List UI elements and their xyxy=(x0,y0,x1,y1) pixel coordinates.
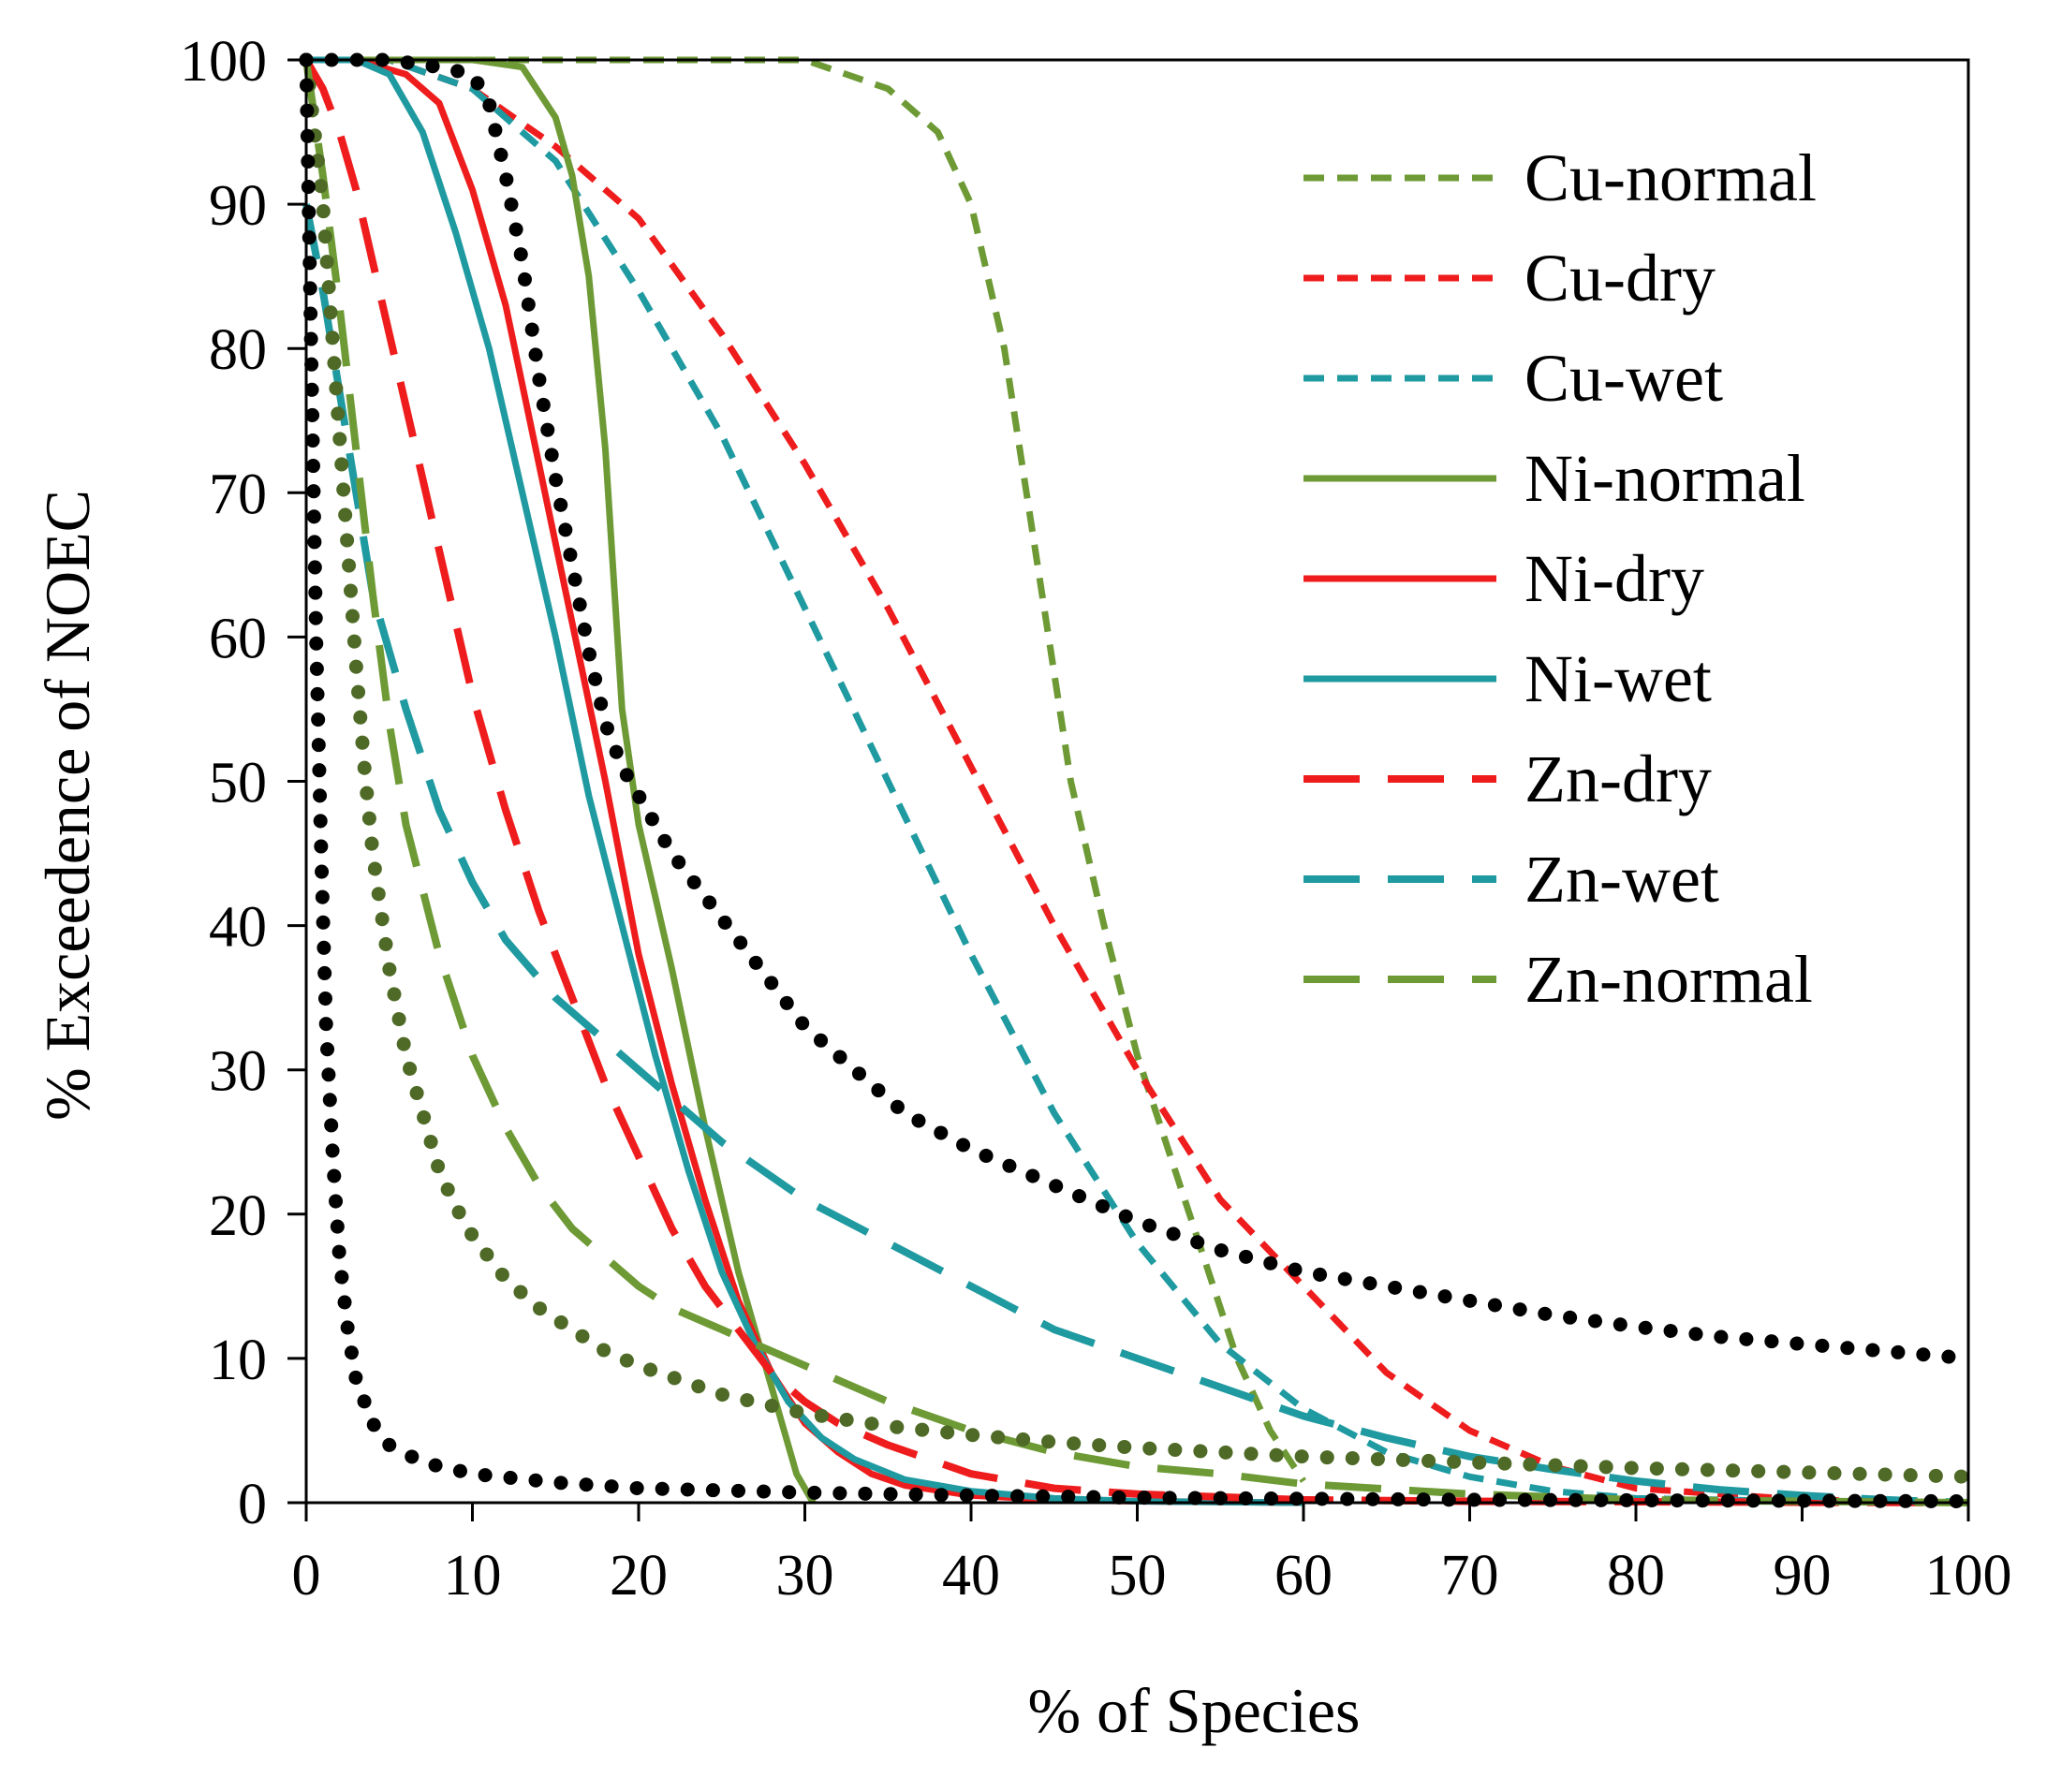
series-line-ni-wet xyxy=(306,56,1304,1506)
plot-frame xyxy=(304,58,1970,1505)
legend-label: Cu-normal xyxy=(1524,140,1817,215)
series-line-zn-wet xyxy=(302,203,1969,1506)
y-tick-label: 80 xyxy=(209,318,267,382)
y-tick-label: 60 xyxy=(209,607,267,670)
x-tick-label: 90 xyxy=(1774,1544,1832,1608)
legend-item-cu-normal: Cu-normal xyxy=(1303,140,1817,215)
axes-layer: 0 10 20 30 40 50 60 70 80 90 100 0 10 20 30 40 50 60 70 80 9… xyxy=(180,30,2012,1608)
legend-item-cu-wet: Cu-wet xyxy=(1303,341,1723,416)
legend-label: Cu-wet xyxy=(1524,341,1723,416)
x-tick-label: 100 xyxy=(1925,1544,2012,1608)
series-line-ni-normal xyxy=(306,56,817,1505)
series-line-unlabeled-10 xyxy=(299,52,1976,1508)
legend-label: Zn-normal xyxy=(1524,942,1813,1017)
legend-item-zn-dry: Zn-dry xyxy=(1303,742,1712,816)
x-tick-label: 70 xyxy=(1441,1544,1499,1608)
y-tick-label: 50 xyxy=(209,752,267,815)
legend-label: Ni-normal xyxy=(1524,441,1805,516)
x-tick-label: 30 xyxy=(776,1544,834,1608)
legend-item-zn-normal: Zn-normal xyxy=(1303,942,1813,1017)
series-line-ni-dry xyxy=(306,56,1304,1506)
y-tick-label: 30 xyxy=(209,1040,267,1104)
y-tick-label: 90 xyxy=(209,174,267,238)
y-tick-label: 100 xyxy=(180,30,267,94)
series-line-cu-wet xyxy=(306,56,1969,1506)
series-line-zn-normal xyxy=(302,59,1969,1506)
legend-item-ni-dry: Ni-dry xyxy=(1303,541,1704,616)
series-line-zn-dry xyxy=(302,57,1969,1506)
series-line-unlabeled-11 xyxy=(299,52,1976,1366)
y-tick-label: 20 xyxy=(209,1184,267,1248)
legend-item-cu-dry: Cu-dry xyxy=(1303,241,1716,316)
legend-label: Ni-wet xyxy=(1524,641,1712,716)
series-line-cu-normal xyxy=(306,56,1306,1483)
legend-label: Ni-dry xyxy=(1524,541,1704,616)
x-tick-label: 40 xyxy=(942,1544,1000,1608)
x-tick-label: 20 xyxy=(610,1544,668,1608)
x-tick-label: 60 xyxy=(1274,1544,1333,1608)
x-tick-label: 0 xyxy=(292,1544,321,1608)
x-tick-label: 10 xyxy=(444,1544,502,1608)
x-tick-label: 50 xyxy=(1109,1544,1167,1608)
legend-item-ni-wet: Ni-wet xyxy=(1303,641,1712,716)
legend-layer: Cu-normal Cu-dry Cu-wet Ni-normal Ni-dry Ni-w… xyxy=(1303,140,1817,1017)
x-axis-title: % of Species xyxy=(1027,1675,1360,1746)
series-layer xyxy=(299,52,1976,1508)
series-line-unlabeled-9 xyxy=(299,52,1976,1484)
legend-label: Zn-dry xyxy=(1524,742,1712,816)
legend-label: Zn-wet xyxy=(1524,842,1719,917)
legend-item-ni-normal: Ni-normal xyxy=(1303,441,1805,516)
y-tick-label: 70 xyxy=(209,463,267,526)
x-tick-label: 80 xyxy=(1607,1544,1665,1608)
y-tick-label: 40 xyxy=(209,896,267,960)
legend-label: Cu-dry xyxy=(1524,241,1716,316)
series-line-cu-dry xyxy=(306,56,1969,1506)
y-axis-title: % Exceedence of NOEC xyxy=(32,490,103,1121)
y-tick-label: 0 xyxy=(238,1473,267,1536)
y-tick-label: 10 xyxy=(209,1329,267,1392)
legend-item-zn-wet: Zn-wet xyxy=(1303,842,1719,917)
